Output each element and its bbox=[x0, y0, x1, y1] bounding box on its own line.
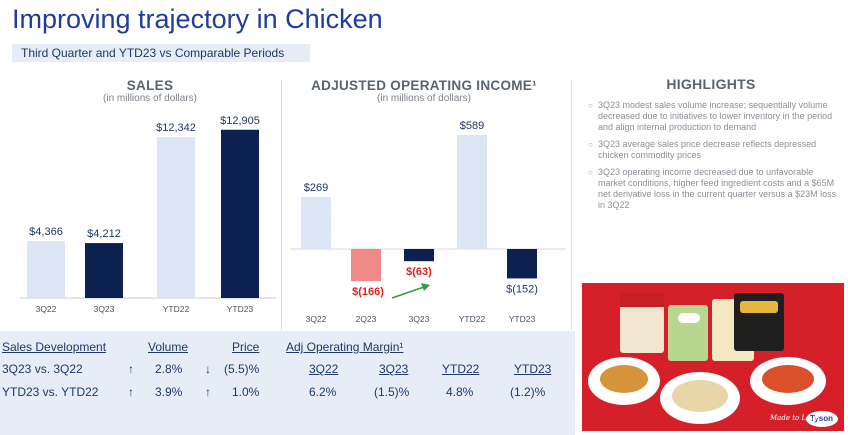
volume-header: Volume bbox=[148, 340, 189, 354]
highlight-item: ○ 3Q23 operating income decreased due to… bbox=[588, 167, 840, 211]
sales-data-label: $12,905 bbox=[220, 115, 260, 127]
bullet-icon: ○ bbox=[588, 168, 593, 177]
row2-volume: 3.9% bbox=[155, 385, 183, 399]
panel-divider-left bbox=[281, 80, 282, 330]
product-photo: Tyson Made to Love bbox=[582, 283, 844, 431]
margin-value-3q23: (1.5)% bbox=[374, 385, 410, 399]
aoi-tick-label: YTD22 bbox=[459, 314, 486, 324]
sales-tick-label: 3Q22 bbox=[36, 304, 57, 314]
row2-volume-arrow-icon: ↑ bbox=[128, 385, 134, 399]
product-photo-illustration bbox=[582, 283, 844, 431]
improvement-arrowhead-icon bbox=[421, 283, 430, 291]
bullet-icon: ○ bbox=[588, 101, 593, 110]
aoi-chart-unit: (in millions of dollars) bbox=[377, 93, 471, 104]
row1-volume-arrow-icon: ↑ bbox=[128, 362, 134, 376]
aoi-data-label: $589 bbox=[460, 120, 484, 132]
highlights-title: HIGHLIGHTS bbox=[666, 76, 756, 92]
margin-title: Adj Operating Margin¹ bbox=[286, 340, 404, 354]
aoi-bar-ytd23 bbox=[507, 249, 537, 279]
sales-data-label: $4,212 bbox=[87, 228, 121, 240]
bullet-icon: ○ bbox=[588, 140, 593, 149]
margin-value-ytd23: (1.2)% bbox=[510, 385, 546, 399]
margin-value-ytd22: 4.8% bbox=[446, 385, 474, 399]
sales-development-table: Sales Development Volume Price 3Q23 vs. … bbox=[0, 340, 280, 410]
row1-price-arrow-icon: ↓ bbox=[205, 362, 211, 376]
highlight-item: ○ 3Q23 modest sales volume increase; seq… bbox=[588, 100, 840, 133]
row1-price: (5.5)% bbox=[224, 362, 260, 376]
sales-tick-label: YTD22 bbox=[163, 304, 190, 314]
aoi-bar-2q23 bbox=[351, 249, 381, 282]
sales-chart-unit: (in millions of dollars) bbox=[103, 93, 197, 104]
aoi-tick-label: 2Q23 bbox=[356, 314, 377, 324]
sales-bar-ytd23 bbox=[221, 129, 259, 298]
improvement-arrow-icon bbox=[391, 286, 425, 299]
aoi-data-label: $(166) bbox=[352, 286, 384, 298]
highlights-list: ○ 3Q23 modest sales volume increase; seq… bbox=[588, 100, 840, 217]
highlight-item: ○ 3Q23 average sales price decrease refl… bbox=[588, 139, 840, 161]
aoi-chart-title: ADJUSTED OPERATING INCOME¹ bbox=[311, 78, 537, 93]
sales-bar-3q22 bbox=[27, 241, 65, 298]
margin-header-ytd23: YTD23 bbox=[514, 362, 552, 376]
sales-tick-label: 3Q23 bbox=[94, 304, 115, 314]
aoi-data-label: $269 bbox=[304, 182, 328, 194]
row2-label: YTD23 vs. YTD22 bbox=[2, 385, 99, 399]
panel-divider-right bbox=[571, 80, 572, 330]
aoi-bar-3q23 bbox=[404, 249, 434, 262]
sales-bar-ytd22 bbox=[157, 137, 195, 298]
aoi-data-label: $(63) bbox=[406, 266, 432, 278]
product-bag-icon bbox=[620, 293, 664, 353]
row1-label: 3Q23 vs. 3Q22 bbox=[2, 362, 83, 376]
adj-operating-margin-table: Adj Operating Margin¹ 3Q22 3Q23 YTD22 YT… bbox=[284, 340, 574, 410]
tagline-label: Made to Love bbox=[770, 414, 819, 422]
bottom-table-band bbox=[0, 331, 575, 435]
sales-bar-3q23 bbox=[85, 243, 123, 298]
page-title: Improving trajectory in Chicken bbox=[12, 4, 383, 34]
sales-data-label: $12,342 bbox=[156, 122, 196, 134]
row2-price: 1.0% bbox=[232, 385, 260, 399]
row1-volume: 2.8% bbox=[155, 362, 183, 376]
highlight-text: 3Q23 modest sales volume increase; seque… bbox=[598, 100, 833, 132]
sales-data-label: $4,366 bbox=[29, 226, 63, 238]
aoi-bar-ytd22 bbox=[457, 135, 487, 249]
highlight-text: 3Q23 average sales price decrease reflec… bbox=[598, 139, 817, 160]
aoi-bar-3q22 bbox=[301, 196, 331, 249]
margin-header-3q23: 3Q23 bbox=[379, 362, 409, 376]
page-subtitle: Third Quarter and YTD23 vs Comparable Pe… bbox=[12, 44, 310, 62]
margin-value-3q22: 6.2% bbox=[309, 385, 337, 399]
aoi-tick-label: 3Q22 bbox=[306, 314, 327, 324]
sales-chart-title: SALES bbox=[126, 78, 174, 93]
price-header: Price bbox=[232, 340, 260, 354]
sales-dev-header: Sales Development bbox=[2, 340, 107, 354]
row2-price-arrow-icon: ↑ bbox=[205, 385, 211, 399]
aoi-tick-label: 3Q23 bbox=[409, 314, 430, 324]
margin-header-3q22: 3Q22 bbox=[309, 362, 339, 376]
margin-header-ytd22: YTD22 bbox=[442, 362, 480, 376]
highlight-text: 3Q23 operating income decreased due to u… bbox=[598, 167, 837, 210]
tyson-logo-icon bbox=[806, 411, 838, 427]
tyson-brand-label: Tyson bbox=[810, 414, 833, 423]
aoi-tick-label: YTD23 bbox=[509, 314, 536, 324]
sales-tick-label: YTD23 bbox=[227, 304, 254, 314]
aoi-data-label: $(152) bbox=[506, 283, 538, 295]
